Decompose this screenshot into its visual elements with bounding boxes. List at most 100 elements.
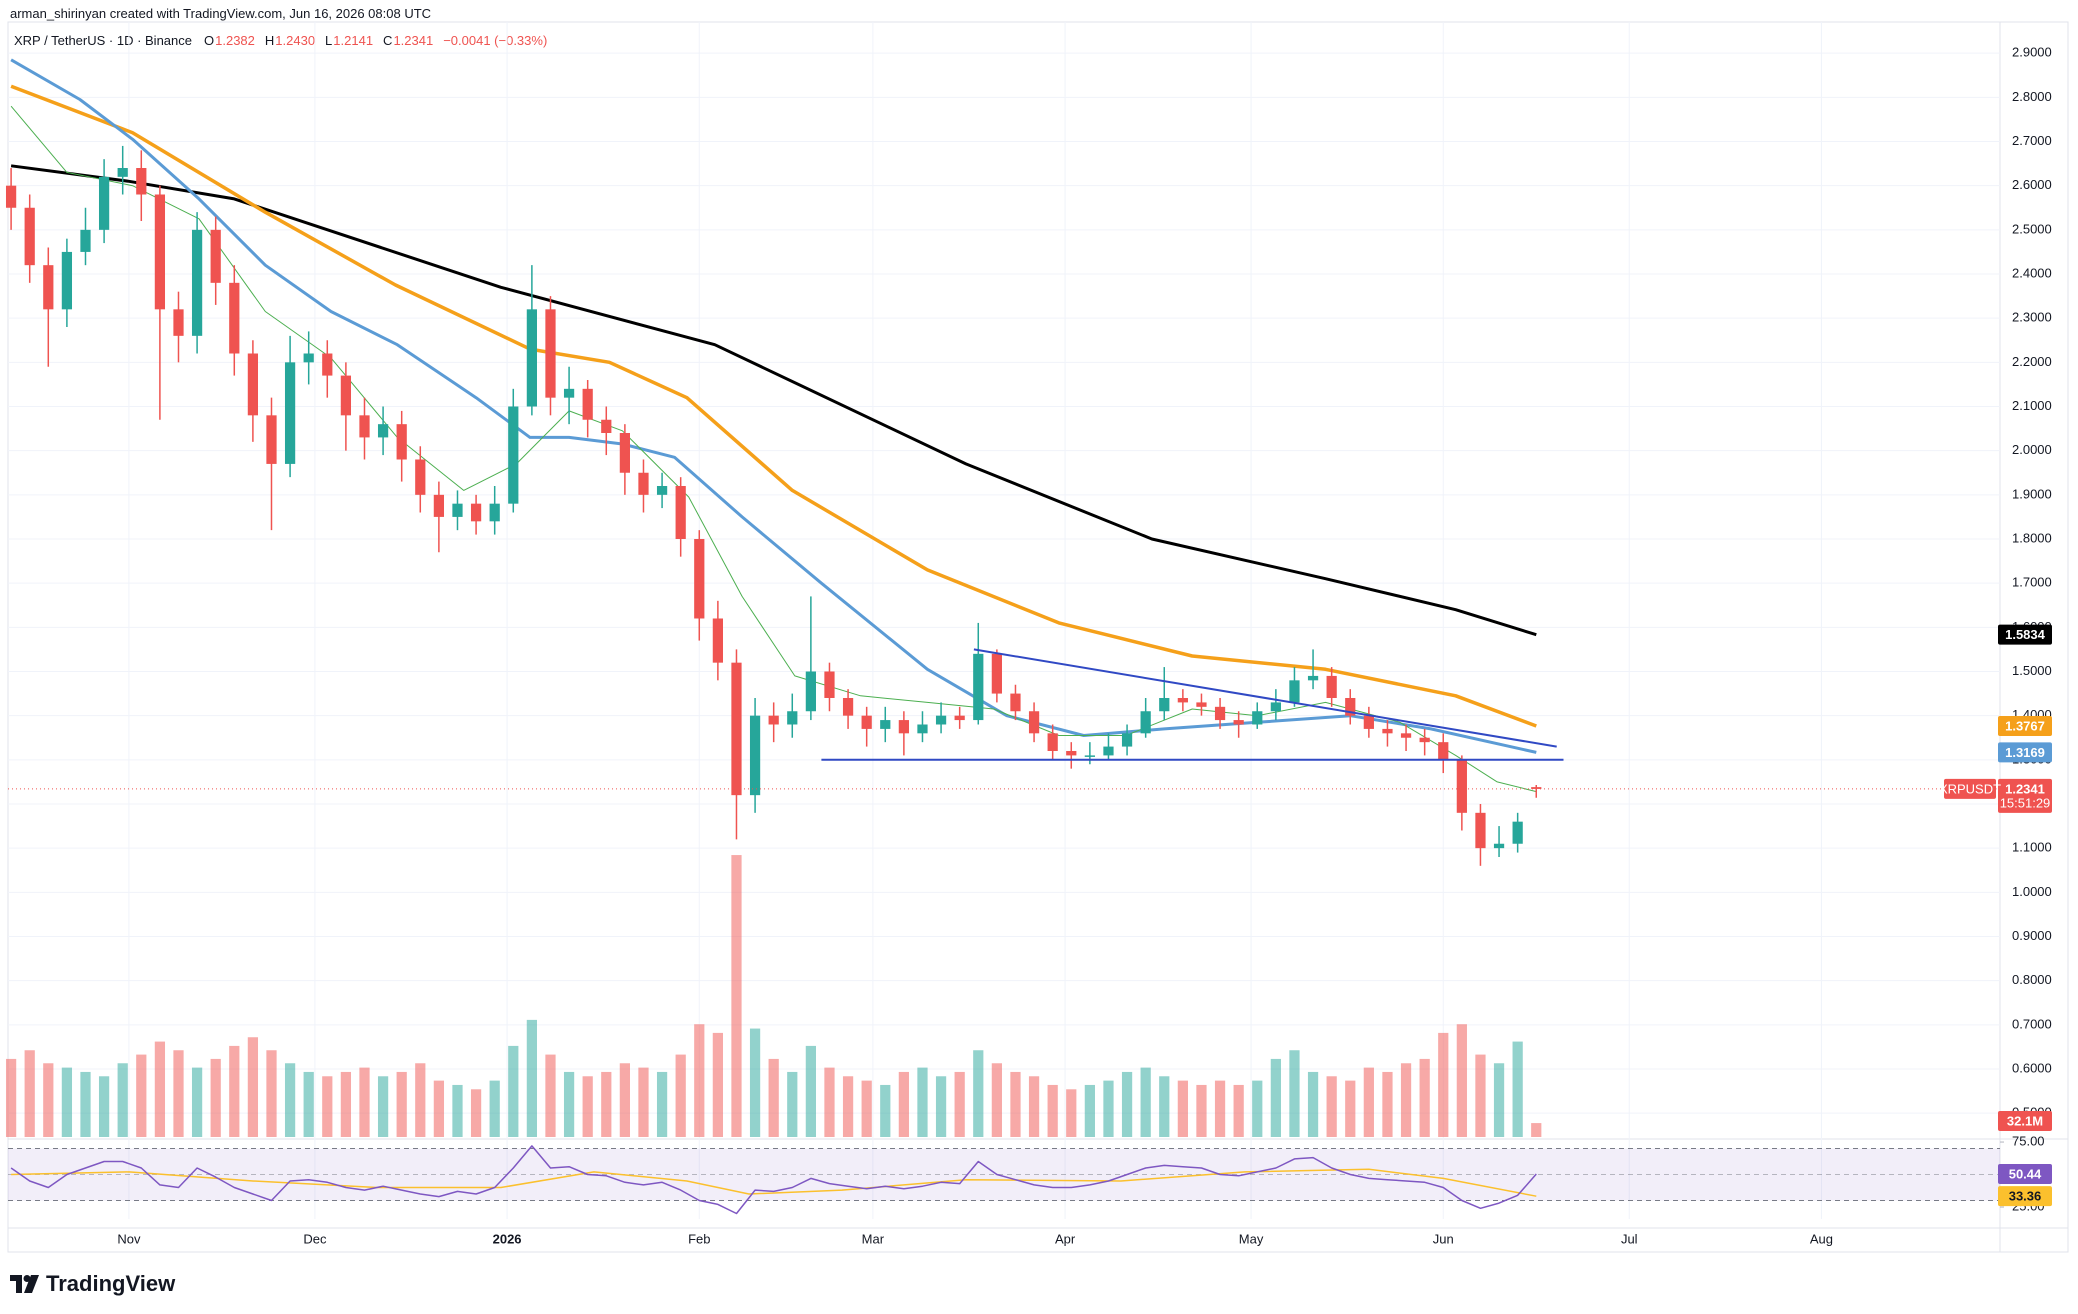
volume-bar	[191, 1067, 203, 1137]
y-tick-label: 1.3000	[2012, 751, 2052, 766]
x-tick-label: Feb	[688, 1231, 710, 1246]
candle-body	[1252, 711, 1263, 725]
candle-body	[415, 459, 426, 495]
candle-body	[526, 309, 537, 407]
rsi-box	[1998, 1163, 2052, 1184]
candle-body	[861, 715, 872, 729]
volume-bar	[61, 1067, 73, 1137]
candle-body	[880, 720, 891, 729]
rsi-ma-line	[11, 1168, 1537, 1197]
rsi-box-label: 50.44	[2009, 1166, 2042, 1181]
candle-body	[768, 715, 779, 725]
volume-bar	[1307, 1071, 1319, 1137]
candle-body	[1270, 702, 1281, 712]
candle-body	[935, 715, 947, 725]
volume-bar	[582, 1076, 593, 1137]
candle-body	[1456, 759, 1467, 813]
candle-body	[954, 715, 965, 721]
volume-bar	[712, 1032, 723, 1137]
volume-bar	[563, 1071, 575, 1137]
candle-body	[433, 494, 445, 517]
volume-bar	[1010, 1071, 1021, 1137]
volume-bar	[508, 1045, 519, 1137]
candle-body	[1066, 750, 1077, 756]
legend-value: −0.0041 (−0.33%)	[443, 33, 548, 48]
volume-bar	[1289, 1050, 1300, 1137]
candle-body	[5, 185, 17, 208]
y-tick-label: 2.5000	[2012, 221, 2052, 236]
legend-key: O	[204, 33, 215, 48]
y-tick-label: 0.5000	[2012, 1105, 2052, 1120]
volume-bar	[638, 1067, 649, 1137]
y-tick-label: 2.2000	[2012, 354, 2052, 369]
candle-body	[582, 388, 593, 420]
candle-body	[991, 653, 1002, 694]
ma-price-box	[1998, 742, 2052, 763]
volume-bar	[266, 1050, 277, 1137]
volume-bar	[1252, 1080, 1263, 1137]
trend-line	[973, 648, 1557, 748]
candle-body	[489, 503, 500, 522]
volume-bar	[768, 1058, 779, 1137]
candle-body	[805, 671, 816, 712]
candle-body	[24, 207, 35, 266]
legend-key: H	[264, 33, 275, 48]
volume-bar	[1084, 1084, 1095, 1137]
volume-bar	[1400, 1063, 1412, 1137]
y-tick-label: 2.3000	[2012, 310, 2052, 325]
symbol-tag	[1944, 778, 1996, 799]
candle-body	[1084, 755, 1095, 757]
volume-box	[1998, 1111, 2052, 1131]
volume-bar	[1177, 1080, 1188, 1137]
volume-bar	[842, 1076, 854, 1137]
candle-body	[601, 419, 612, 433]
volume-bar	[1047, 1084, 1058, 1137]
volume-bar	[340, 1071, 352, 1137]
candle-body	[1121, 733, 1133, 747]
candle-body	[619, 432, 630, 473]
frame	[7, 21, 2069, 1253]
candle-body	[1363, 715, 1374, 729]
candle-body	[322, 353, 333, 376]
candle-body	[359, 415, 370, 438]
volume-bar	[415, 1063, 426, 1137]
volume-bar	[1066, 1089, 1077, 1137]
logo[interactable]: TradingView	[10, 1271, 175, 1297]
candle-body	[917, 724, 928, 734]
volume-bar	[787, 1071, 798, 1137]
ma-price-box-label: 1.5834	[2005, 627, 2046, 642]
y-tick-label: 1.1000	[2012, 840, 2052, 855]
moving-average	[10, 105, 1537, 793]
volume-bar	[98, 1076, 110, 1137]
volume-bar	[1270, 1058, 1281, 1137]
candle-body	[1233, 720, 1244, 725]
y-tick-label: 1.5000	[2012, 663, 2052, 678]
rsi-tick-label: 75.00	[2012, 1133, 2045, 1148]
volume-bar	[303, 1071, 314, 1137]
y-tick-label: 1.4000	[2012, 707, 2052, 722]
candle-body	[1028, 711, 1040, 734]
volume-bar	[1233, 1084, 1244, 1137]
volume-bar	[229, 1045, 240, 1137]
volume-bar	[284, 1063, 296, 1137]
candle-body	[731, 662, 742, 796]
volume-bar	[173, 1050, 184, 1137]
candle-body	[1475, 812, 1486, 849]
volume-bar	[117, 1063, 128, 1137]
candle-body	[303, 353, 314, 363]
volume-bar	[1531, 1123, 1542, 1137]
y-tick-label: 2.1000	[2012, 398, 2052, 413]
legend: XRP / TetherUS · 1D · Binance O 1.2382 H 1.…	[14, 33, 551, 48]
attribution: arman_shirinyan created with TradingView…	[10, 6, 432, 21]
volume-bar	[619, 1063, 630, 1137]
volume-bar	[1103, 1080, 1114, 1137]
candle-body	[824, 671, 835, 698]
volume-bar	[489, 1080, 500, 1137]
volume-bar	[1363, 1067, 1374, 1137]
candle-body	[154, 194, 166, 310]
ma-price-box	[1998, 624, 2052, 645]
volume-bar	[247, 1037, 259, 1137]
candle-body	[43, 265, 54, 310]
volume-bar	[731, 855, 742, 1137]
